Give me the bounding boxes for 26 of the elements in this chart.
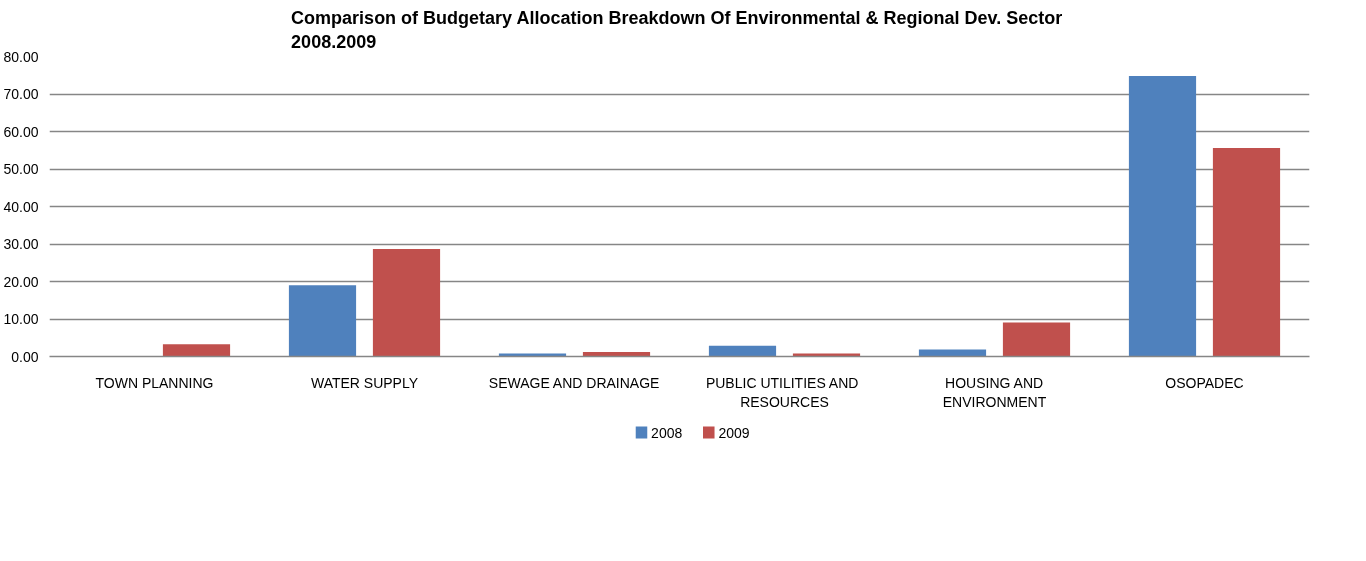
chart-title: Comparison of Budgetary Allocation Breakdown Of Environmental & Regional Dev. Sector 2008.2009 <box>291 7 1063 52</box>
bar <box>1128 76 1197 357</box>
y-tick-label: 60.00 <box>3 123 39 140</box>
y-tick-label: 0.00 <box>11 348 39 365</box>
legend-label: 2008 <box>651 424 683 441</box>
y-tick-label: 80.00 <box>3 48 39 65</box>
x-tick-label: HOUSING AND ENVIRONMENT <box>942 374 1047 410</box>
x-tick-label: PUBLIC UTILITIES AND RESOURCES <box>705 374 859 410</box>
x-tick-label: TOWN PLANNING <box>95 374 214 391</box>
y-tick-label: 50.00 <box>3 161 39 177</box>
y-tick-label: 40.00 <box>3 198 39 215</box>
bar <box>1212 148 1281 357</box>
x-tick-label: SEWAGE AND DRAINAGE <box>488 374 660 391</box>
y-tick-label: 30.00 <box>3 236 39 252</box>
legend-label: 2009 <box>718 424 750 441</box>
bar <box>1002 322 1071 357</box>
bar <box>162 344 231 357</box>
bar <box>372 248 441 357</box>
bar <box>918 349 987 357</box>
bar <box>708 345 777 357</box>
bar <box>288 285 357 357</box>
x-tick-label: WATER SUPPLY <box>310 374 419 391</box>
y-tick-label: 70.00 <box>3 86 39 102</box>
x-tick-label: OSOPADEC <box>1165 374 1244 391</box>
y-tick-label: 20.00 <box>3 273 39 290</box>
y-tick-label: 10.00 <box>3 311 39 327</box>
